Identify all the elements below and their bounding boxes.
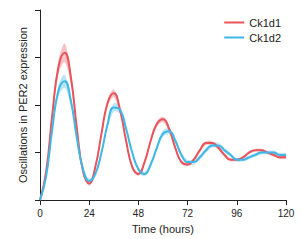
svg-text:120: 120 <box>278 208 295 219</box>
svg-text:0: 0 <box>37 208 43 219</box>
svg-text:Time (hours): Time (hours) <box>132 223 194 235</box>
svg-text:96: 96 <box>231 208 243 219</box>
svg-text:24: 24 <box>84 208 96 219</box>
svg-text:Oscillations in PER2 expressio: Oscillations in PER2 expression <box>17 27 29 183</box>
svg-text:Ck1d1: Ck1d1 <box>249 17 281 29</box>
svg-text:48: 48 <box>133 208 145 219</box>
svg-text:72: 72 <box>182 208 194 219</box>
svg-text:Ck1d2: Ck1d2 <box>249 32 281 44</box>
